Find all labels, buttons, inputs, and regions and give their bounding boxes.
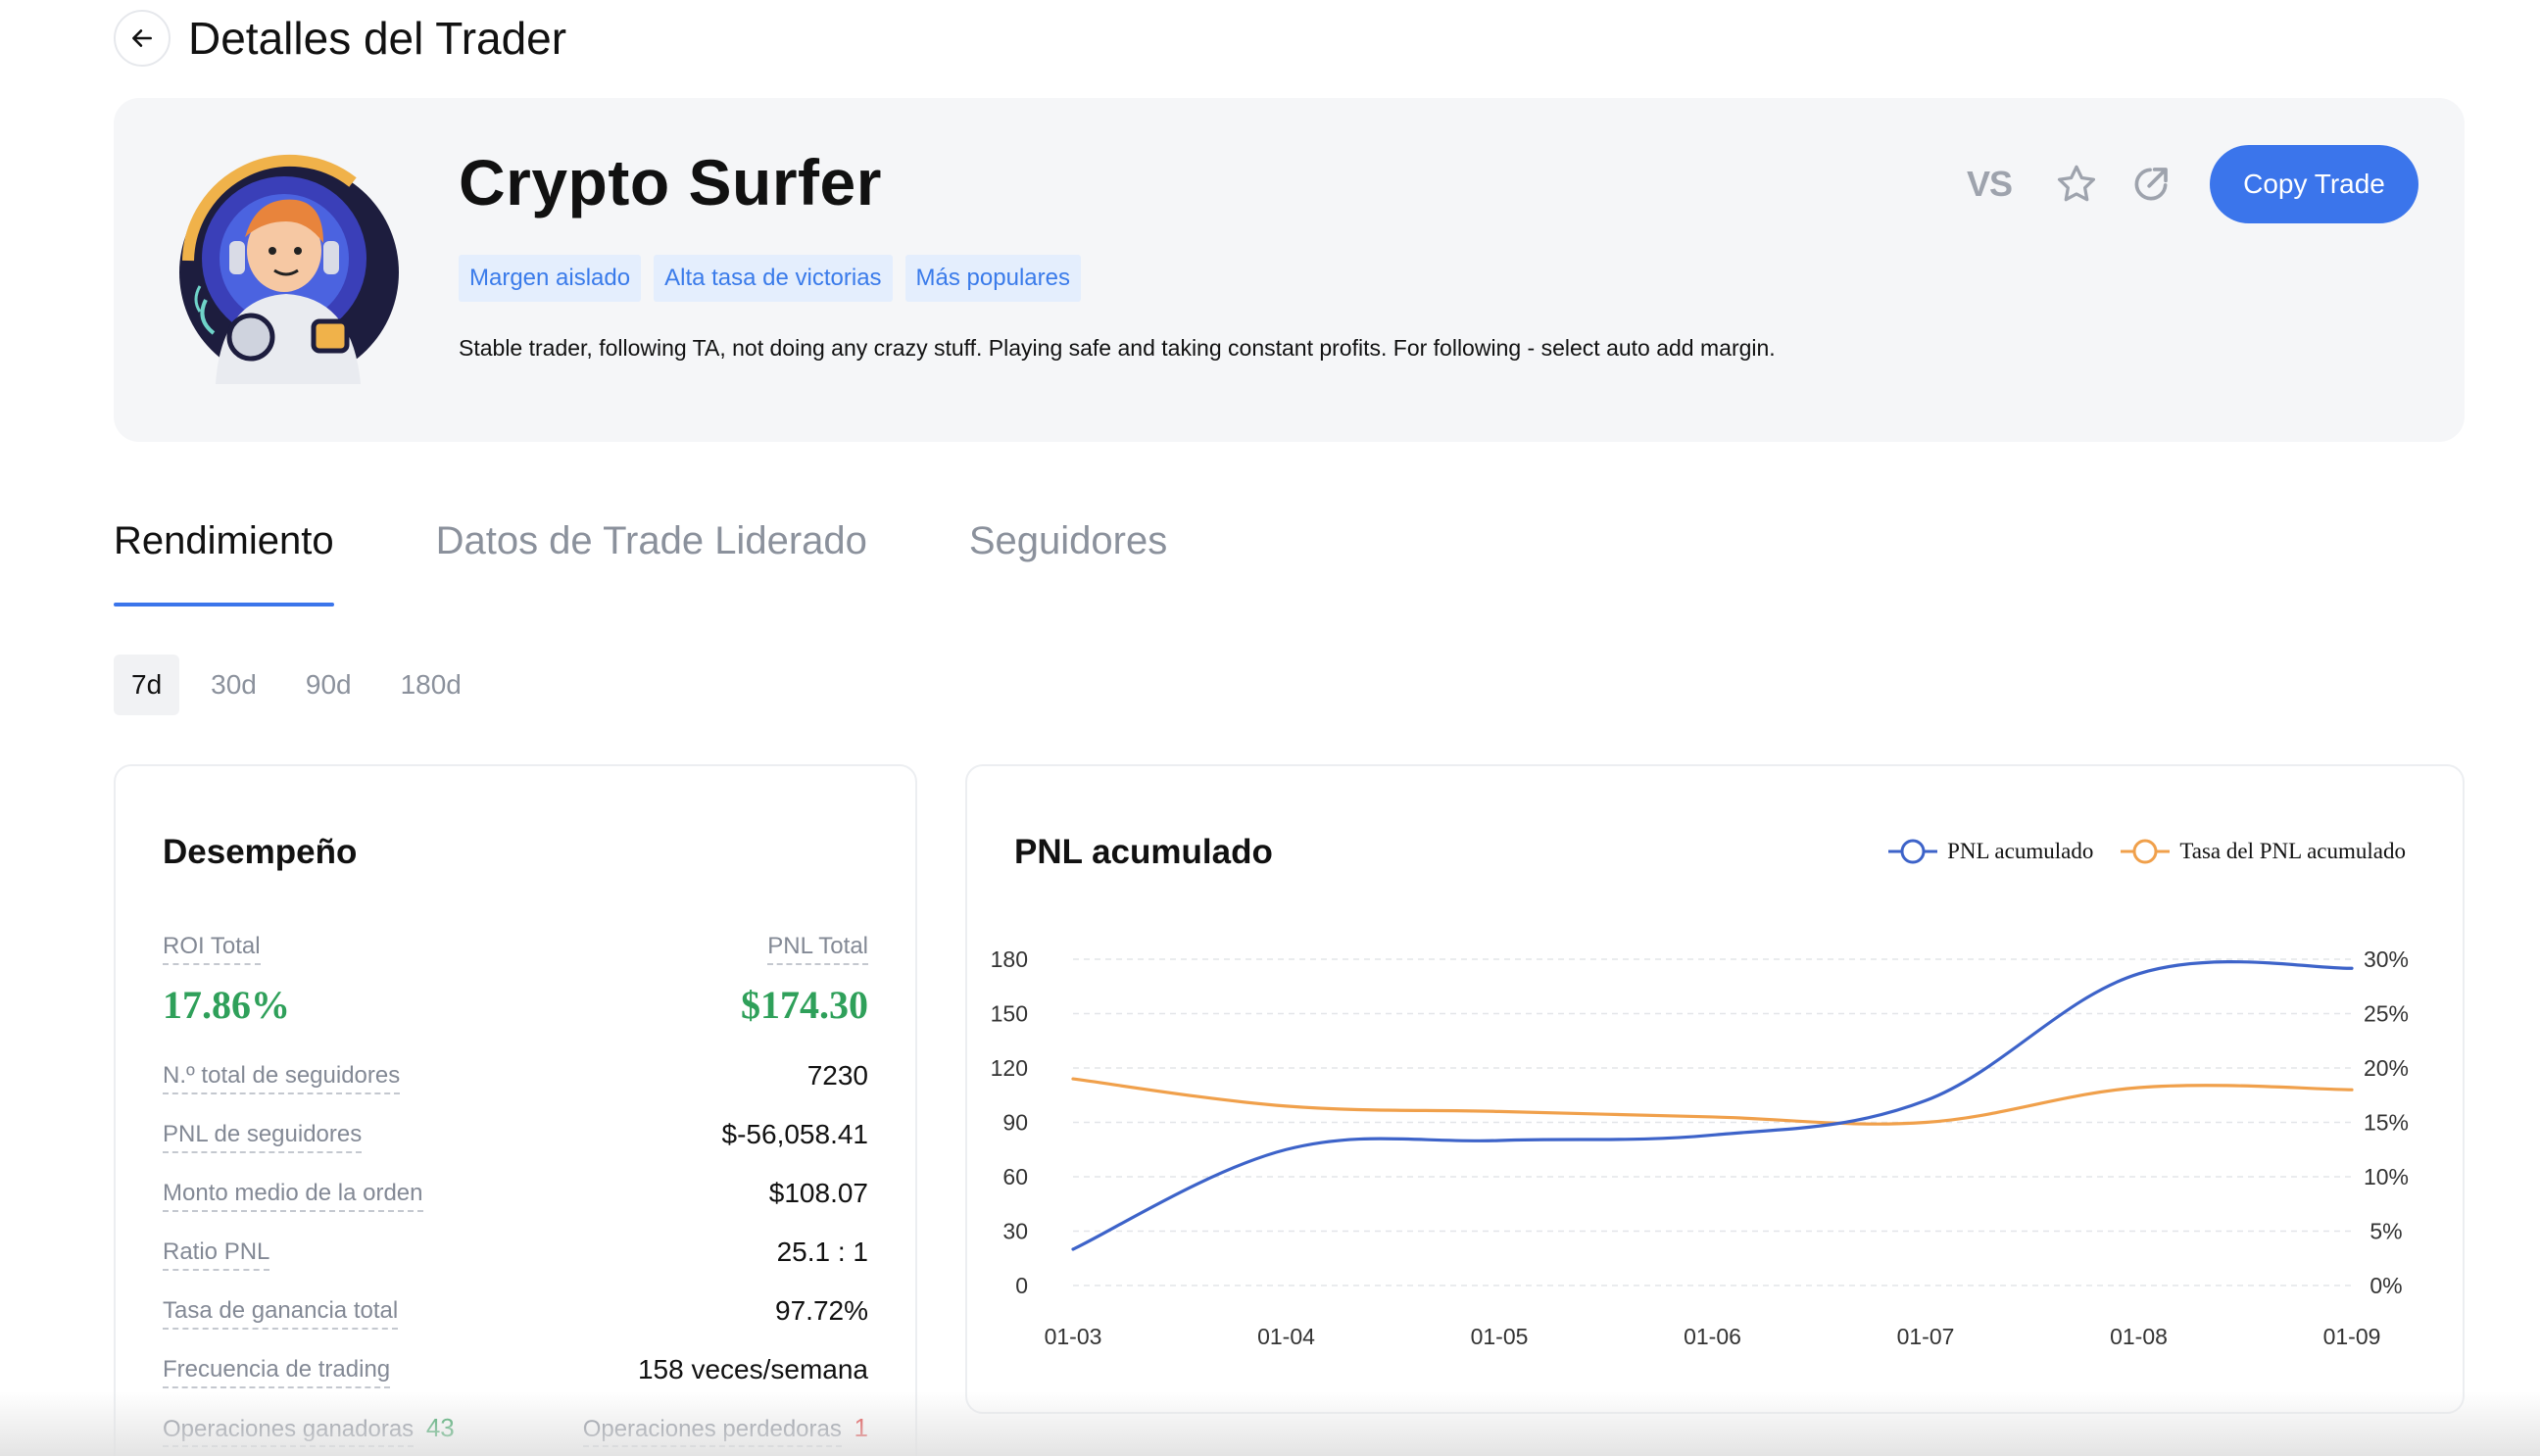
total-roi-value: 17.86%: [163, 983, 290, 1027]
avg-order-amount-value: $108.07: [768, 1178, 868, 1208]
compare-vs-button[interactable]: VS: [1966, 164, 2013, 204]
trader-name: Crypto Surfer: [459, 146, 882, 218]
y-right-tick-label: 20%: [2364, 1055, 2409, 1081]
x-tick-label: 01-03: [1045, 1324, 1102, 1349]
winning-trades-label: Operaciones ganadoras: [163, 1416, 415, 1447]
followers-pnl-label: PNL de seguidores: [163, 1121, 363, 1153]
arrow-left-icon: [132, 29, 152, 47]
tab-lead-trade-data[interactable]: Datos de Trade Liderado: [435, 519, 867, 562]
favorite-button[interactable]: [2053, 161, 2100, 208]
y-left-tick-label: 0: [1015, 1273, 1028, 1298]
pnl-ratio-value: 25.1 : 1: [776, 1237, 868, 1267]
y-left-tick-label: 150: [991, 1001, 1028, 1027]
losing-trades: Operaciones perdedoras 1: [582, 1413, 868, 1447]
y-right-tick-label: 25%: [2364, 1001, 2409, 1027]
x-tick-label: 01-09: [2323, 1324, 2381, 1349]
y-right-tick-label: 0%: [2369, 1273, 2402, 1298]
losing-trades-value: 1: [854, 1413, 868, 1442]
y-right-tick-label: 30%: [2364, 946, 2409, 972]
trader-profile-card: Crypto Surfer Margen aislado Alta tasa d…: [114, 98, 2465, 442]
x-tick-label: 01-06: [1684, 1324, 1741, 1349]
trading-frequency-label: Frecuencia de trading: [163, 1356, 391, 1388]
series-line-pnl: [1071, 960, 2354, 1251]
followers-pnl-value: $-56,058.41: [721, 1119, 868, 1149]
share-button[interactable]: [2127, 161, 2174, 208]
losing-trades-label: Operaciones perdedoras: [582, 1416, 842, 1447]
y-right-tick-label: 10%: [2364, 1164, 2409, 1189]
page-header: Detalles del Trader: [114, 8, 566, 69]
total-pnl-value: $174.30: [741, 983, 868, 1027]
x-tick-label: 01-05: [1471, 1324, 1529, 1349]
period-30d[interactable]: 30d: [211, 669, 257, 700]
total-roi-label: ROI Total: [163, 933, 261, 965]
tag-most-popular: Más populares: [904, 255, 1081, 302]
trader-avatar: [179, 155, 399, 384]
legend-item-pnl[interactable]: PNL acumulado: [1886, 837, 2093, 866]
period-90d[interactable]: 90d: [305, 669, 352, 700]
legend-label-pnl-rate: Tasa del PNL acumulado: [2179, 839, 2406, 863]
trader-tags: Margen aislado Alta tasa de victorias Má…: [459, 255, 1081, 302]
section-tabs: Rendimiento Datos de Trade Liderado Segu…: [114, 519, 1269, 607]
total-followers-label: N.º total de seguidores: [163, 1062, 401, 1094]
series-line-pnl-rate: [1071, 1077, 2354, 1126]
share-icon: [2134, 168, 2168, 201]
legend-marker-pnl: [1888, 839, 1938, 864]
trader-actions: VS Copy Trade: [1967, 145, 2418, 223]
total-followers-value: 7230: [806, 1060, 868, 1091]
pnl-ratio-label: Ratio PNL: [163, 1238, 270, 1271]
tag-isolated-margin: Margen aislado: [459, 255, 642, 302]
y-left-tick-label: 90: [1002, 1110, 1028, 1136]
x-tick-label: 01-04: [1257, 1324, 1315, 1349]
total-pnl-label: PNL Total: [767, 933, 868, 965]
legend-label-pnl: PNL acumulado: [1947, 839, 2094, 863]
y-right-tick-label: 5%: [2369, 1219, 2402, 1244]
total-win-rate-value: 97.72%: [775, 1295, 868, 1326]
winning-trades-value: 43: [425, 1413, 455, 1442]
chart-title: PNL acumulado: [1014, 833, 1273, 871]
y-right-tick-label: 15%: [2364, 1110, 2409, 1136]
legend-item-pnl-rate[interactable]: Tasa del PNL acumulado: [2119, 837, 2406, 866]
tab-performance[interactable]: Rendimiento: [114, 519, 334, 607]
period-180d[interactable]: 180d: [400, 669, 462, 700]
period-selector: 7d 30d 90d 180d: [114, 655, 479, 715]
performance-title: Desempeño: [163, 833, 358, 871]
cumulative-pnl-chart: 180 30% 150 25% 120 20% 90 15% 60 10% 30 5% 0 0% 01-03…: [991, 946, 2409, 1349]
avg-order-amount-label: Monto medio de la orden: [163, 1180, 423, 1212]
star-icon: [2057, 165, 2096, 202]
trader-bio: Stable trader, following TA, not doing a…: [459, 335, 1776, 361]
performance-card: Desempeño ROI Total PNL Total 17.86% $17…: [114, 764, 917, 1456]
y-left-tick-label: 120: [991, 1055, 1028, 1081]
back-button[interactable]: [114, 10, 171, 67]
total-win-rate-label: Tasa de ganancia total: [163, 1297, 399, 1330]
y-left-tick-label: 60: [1002, 1164, 1028, 1189]
tag-high-win-rate: Alta tasa de victorias: [654, 255, 893, 302]
y-left-tick-label: 180: [991, 946, 1028, 972]
y-left-tick-label: 30: [1002, 1219, 1028, 1244]
winning-trades: Operaciones ganadoras 43: [163, 1413, 455, 1447]
copy-trade-button[interactable]: Copy Trade: [2210, 145, 2418, 223]
period-7d[interactable]: 7d: [114, 655, 180, 715]
chart-legend: PNL acumulado Tasa del PNL acumulado: [1861, 837, 2406, 866]
cumulative-pnl-card: PNL acumulado PNL acumulado Tasa del PNL…: [965, 764, 2465, 1414]
trading-frequency-value: 158 veces/semana: [637, 1354, 868, 1384]
x-tick-label: 01-08: [2110, 1324, 2168, 1349]
page-title: Detalles del Trader: [188, 13, 567, 64]
x-tick-label: 01-07: [1897, 1324, 1955, 1349]
tab-followers[interactable]: Seguidores: [968, 519, 1168, 562]
legend-marker-pnl-rate: [2121, 839, 2171, 864]
